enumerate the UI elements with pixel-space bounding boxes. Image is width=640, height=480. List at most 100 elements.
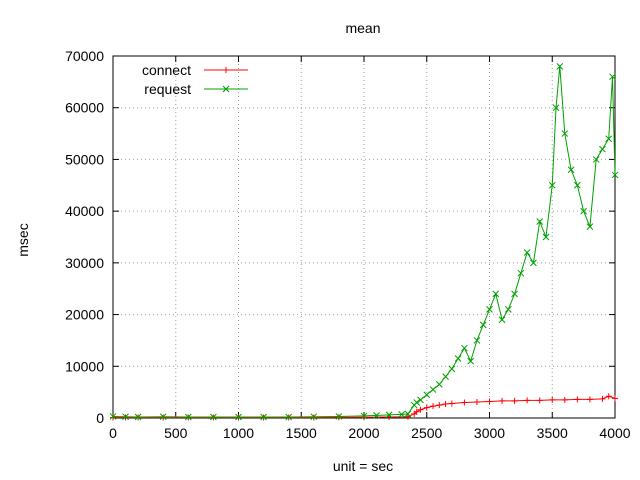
data-point-request: [360, 412, 368, 420]
data-point-request: [556, 62, 564, 70]
data-point-connect: [160, 414, 167, 421]
x-tick-label: 3000: [474, 425, 505, 441]
data-point-request: [492, 290, 500, 298]
data-point-request: [461, 344, 468, 352]
data-point-request: [404, 410, 412, 418]
data-point-request: [567, 166, 575, 174]
data-point-connect: [110, 414, 116, 421]
data-point-connect: [499, 397, 506, 404]
legend-label-request: request: [144, 81, 191, 97]
data-point-connect: [612, 395, 618, 402]
data-point-request: [473, 337, 481, 344]
x-axis-label: unit = sec: [333, 458, 393, 474]
data-point-connect: [335, 414, 342, 421]
data-point-request: [530, 259, 537, 267]
data-point-request: [310, 413, 318, 421]
data-point-request: [552, 104, 560, 112]
data-point-connect: [423, 404, 430, 411]
data-point-request: [536, 218, 544, 225]
x-tick-label: 3500: [537, 425, 568, 441]
data-point-connect: [461, 399, 468, 406]
series-line-request: [112, 66, 616, 418]
data-point-connect: [473, 398, 480, 405]
data-point-request: [398, 411, 406, 418]
data-point-connect: [430, 403, 437, 410]
y-tick-label: 50000: [65, 151, 104, 167]
legend-marker-request: [222, 85, 230, 93]
data-point-connect: [442, 401, 449, 408]
data-point-connect: [361, 414, 367, 421]
legend-label-connect: connect: [142, 62, 191, 78]
y-tick-label: 20000: [65, 307, 104, 323]
series-request: [109, 62, 619, 421]
data-point-connect: [122, 414, 129, 421]
data-point-request: [548, 181, 556, 189]
data-point-connect: [310, 414, 317, 421]
x-tick-label: 4000: [599, 425, 630, 441]
data-point-request: [486, 306, 493, 313]
x-tick-label: 1500: [286, 425, 317, 441]
data-point-connect: [436, 402, 443, 409]
data-point-request: [134, 413, 142, 421]
data-point-connect: [413, 408, 420, 415]
data-point-connect: [404, 413, 411, 420]
x-tick-label: 2000: [348, 425, 379, 441]
data-point-request: [605, 135, 613, 143]
x-tick-label: 1000: [223, 425, 254, 441]
data-point-connect: [586, 396, 593, 403]
data-point-connect: [448, 400, 455, 407]
y-tick-label: 30000: [65, 255, 104, 271]
data-point-request: [609, 73, 616, 81]
data-point-request: [413, 399, 421, 406]
data-point-connect: [524, 397, 531, 404]
legend: connect request: [142, 62, 248, 97]
data-point-request: [511, 290, 518, 298]
legend-marker-connect: [223, 67, 229, 73]
data-point-connect: [486, 398, 493, 405]
y-tick-label: 40000: [65, 203, 104, 219]
data-point-request: [523, 249, 531, 256]
series-layer: [109, 62, 619, 421]
data-point-request: [435, 381, 443, 388]
data-point-request: [479, 321, 487, 329]
data-point-request: [592, 156, 600, 163]
data-point-request: [417, 396, 424, 404]
data-point-request: [504, 306, 512, 313]
data-point-connect: [549, 396, 556, 403]
data-point-request: [580, 207, 587, 215]
x-tick-label: 500: [164, 425, 188, 441]
data-point-request: [423, 391, 431, 399]
data-point-request: [573, 181, 581, 189]
data-point-request: [159, 413, 167, 421]
data-point-request: [448, 365, 456, 373]
chart-title: mean: [345, 20, 380, 36]
data-point-connect: [574, 396, 581, 403]
data-point-connect: [536, 397, 543, 404]
grid: [113, 56, 615, 418]
axes: 0 500 1000 1500 2000 2500 3000 3500 400001000020…: [65, 48, 631, 441]
data-point-request: [599, 145, 606, 153]
data-point-request: [454, 355, 462, 362]
y-tick-label: 70000: [65, 48, 104, 64]
data-point-request: [498, 316, 506, 324]
data-point-request: [210, 413, 217, 421]
y-tick-label: 0: [96, 410, 104, 426]
data-point-request: [335, 413, 343, 420]
data-point-connect: [511, 397, 518, 404]
data-point-connect: [417, 406, 424, 413]
data-point-connect: [599, 395, 606, 402]
data-point-request: [109, 413, 117, 420]
data-point-request: [542, 233, 550, 241]
data-point-request: [184, 413, 192, 421]
data-point-connect: [561, 396, 568, 403]
data-point-request: [517, 269, 525, 277]
y-axis-label: msec: [15, 223, 31, 256]
data-point-request: [385, 411, 393, 419]
x-tick-label: 0: [109, 425, 117, 441]
data-point-request: [429, 386, 437, 393]
data-point-request: [467, 357, 475, 365]
data-point-request: [260, 413, 267, 421]
data-point-request: [442, 373, 449, 380]
